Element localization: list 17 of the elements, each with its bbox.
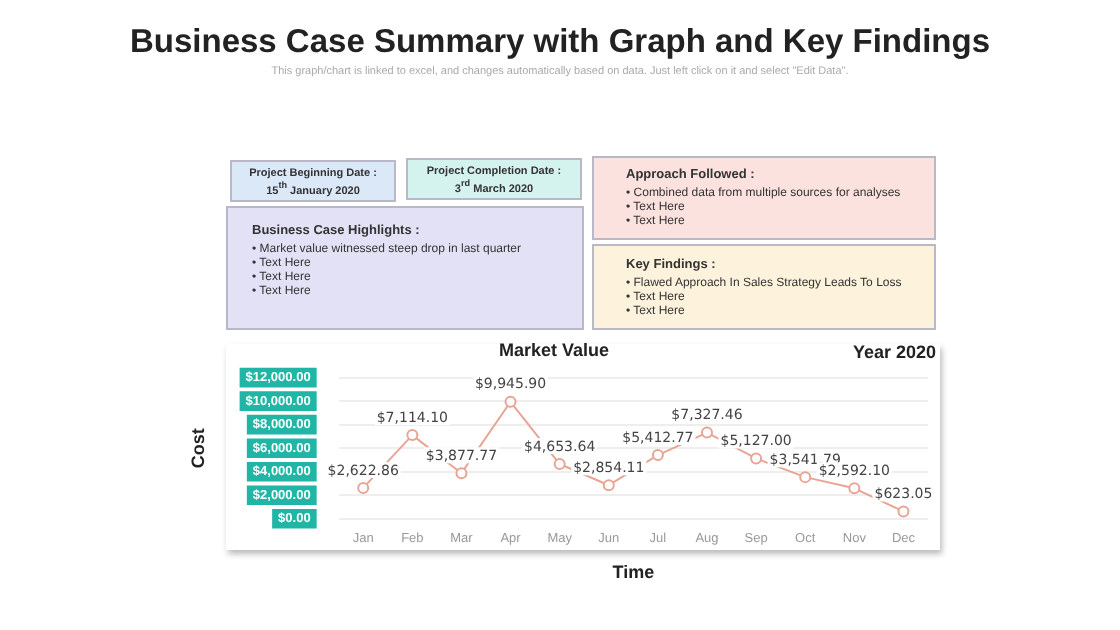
text: Year 2020 — [852, 341, 936, 362]
y-axis-title: Cost — [187, 428, 208, 469]
point — [406, 429, 419, 442]
text: Business Case Summary with Graph and Key Findings — [127, 24, 993, 62]
point — [553, 458, 566, 471]
point — [504, 395, 517, 408]
point — [602, 479, 615, 492]
point — [357, 481, 370, 494]
point — [848, 482, 861, 495]
point — [897, 505, 910, 518]
point — [455, 467, 468, 480]
point — [799, 471, 812, 484]
point — [701, 426, 713, 439]
point — [651, 449, 664, 462]
chart-title: Market Value — [498, 339, 610, 360]
point — [750, 452, 763, 465]
x-axis-title: Time — [612, 562, 655, 583]
